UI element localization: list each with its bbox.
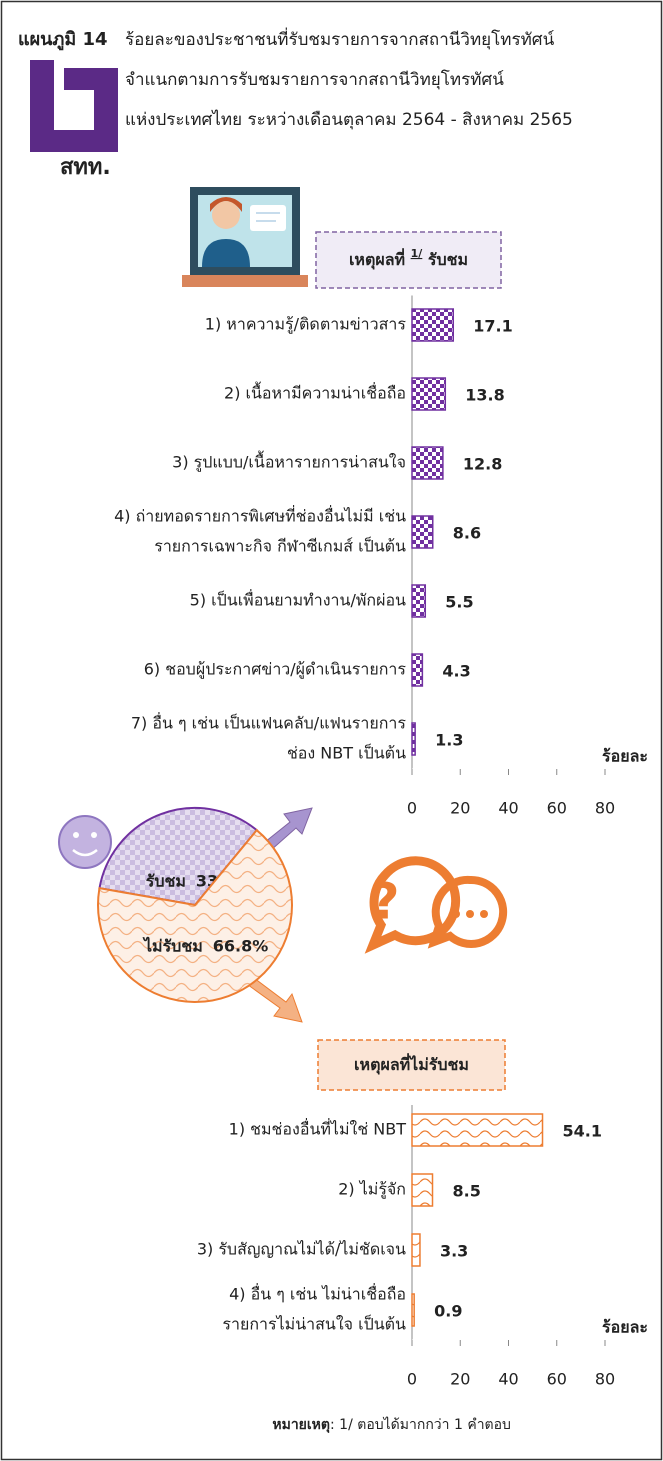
x-tick-label: 80 bbox=[595, 799, 615, 818]
chart-title-part: รับชม bbox=[422, 250, 468, 269]
x-tick-label: 80 bbox=[595, 1370, 615, 1389]
y-tick-label: ช่อง NBT เป็นต้น bbox=[287, 743, 406, 763]
title-line: ร้อยละของประชาชนที่รับชมรายการจากสถานีวิ… bbox=[125, 27, 555, 50]
chart-title-box bbox=[317, 1039, 506, 1091]
chart-title: เหตุผลที่ไม่รับชม bbox=[354, 1053, 469, 1075]
x-axis-label: ร้อยละ bbox=[602, 747, 648, 766]
y-tick-label: 2) ไม่รู้จัก bbox=[338, 1180, 406, 1200]
title-number: แผนภูมิ 14 bbox=[18, 29, 108, 51]
question-icon: ? bbox=[364, 856, 508, 954]
x-tick-label: 20 bbox=[450, 799, 470, 818]
chart-title-part: เหตุผลที่ไม่รับชม bbox=[354, 1053, 469, 1075]
svg-text:?: ? bbox=[370, 873, 399, 931]
x-tick-label: 40 bbox=[498, 799, 518, 818]
value-label: 3.3 bbox=[440, 1242, 468, 1261]
y-tick-label: 2) เนื้อหามีความน่าเชื่อถือ bbox=[224, 382, 406, 403]
y-tick-label: 4) ถ่ายทอดรายการพิเศษที่ช่องอื่นไม่มี เช… bbox=[114, 505, 406, 526]
value-label: 5.5 bbox=[445, 593, 473, 612]
chart-title-box bbox=[315, 231, 502, 289]
pie-value-label: 66.8% bbox=[213, 936, 269, 955]
value-label: 13.8 bbox=[465, 386, 504, 405]
logo: สทท. bbox=[30, 60, 118, 180]
x-axis-label: ร้อยละ bbox=[602, 1318, 648, 1337]
y-tick-label: รายการไม่น่าสนใจ เป็นต้น bbox=[222, 1314, 406, 1334]
bar bbox=[411, 515, 434, 549]
x-tick-label: 0 bbox=[407, 799, 417, 818]
bar bbox=[411, 1113, 544, 1147]
x-tick-label: 60 bbox=[547, 799, 567, 818]
logo-text: สทท. bbox=[60, 155, 111, 180]
value-label: 12.8 bbox=[463, 455, 502, 474]
y-tick-label: 7) อื่น ๆ เช่น เป็นแฟนคลับ/แฟนรายการ bbox=[131, 712, 407, 733]
bar bbox=[411, 446, 444, 480]
pie-label: ไม่รับชม bbox=[142, 936, 203, 955]
pie-slice bbox=[98, 807, 259, 907]
tv-icon bbox=[182, 187, 308, 287]
value-label: 8.5 bbox=[453, 1182, 481, 1201]
value-label: 1.3 bbox=[435, 731, 463, 750]
chart-title-part: เหตุผลที่ bbox=[349, 248, 411, 270]
value-label: 54.1 bbox=[563, 1122, 602, 1141]
value-label: 0.9 bbox=[434, 1302, 462, 1321]
chart-title: เหตุผลที่ 1/ รับชม bbox=[349, 247, 468, 270]
bar bbox=[411, 308, 455, 342]
bar bbox=[411, 722, 416, 756]
bar bbox=[411, 584, 427, 618]
note-text: : 1/ ตอบได้มากกว่า 1 คำตอบ bbox=[330, 1416, 511, 1433]
value-label: 4.3 bbox=[442, 662, 470, 681]
value-label: 8.6 bbox=[453, 524, 481, 543]
x-tick-label: 60 bbox=[547, 1370, 567, 1389]
x-tick-label: 40 bbox=[498, 1370, 518, 1389]
bar bbox=[411, 1233, 421, 1267]
y-tick-label: 4) อื่น ๆ เช่น ไม่น่าเชื่อถือ bbox=[229, 1283, 406, 1304]
y-tick-label: 1) หาความรู้/ติดตามข่าวสาร bbox=[205, 315, 407, 335]
pie-slice bbox=[97, 828, 293, 1003]
value-label: 17.1 bbox=[473, 317, 512, 336]
pie-label: รับชม bbox=[146, 872, 186, 891]
y-tick-label: 3) รับสัญญาณไม่ได้/ไม่ชัดเจน bbox=[197, 1240, 406, 1259]
y-tick-label: 1) ชมช่องอื่นที่ไม่ใช่ NBT bbox=[229, 1118, 407, 1139]
title-line: แห่งประเทศไทย ระหว่างเดือนตุลาคม 2564 - … bbox=[125, 109, 573, 130]
note-label: หมายเหตุ bbox=[272, 1417, 330, 1433]
smiley-icon bbox=[58, 815, 112, 869]
arrow bbox=[243, 974, 303, 1023]
bar bbox=[411, 1293, 415, 1327]
bar bbox=[411, 1173, 434, 1207]
chart-title-part: 1/ bbox=[411, 247, 424, 260]
y-tick-label: รายการเฉพาะกิจ กีฬาซีเกมส์ เป็นต้น bbox=[154, 536, 406, 556]
y-tick-label: 5) เป็นเพื่อนยามทำงาน/พักผ่อน bbox=[190, 589, 406, 610]
y-tick-label: 6) ชอบผู้ประกาศข่าว/ผู้ดำเนินรายการ bbox=[144, 660, 407, 680]
x-tick-label: 20 bbox=[450, 1370, 470, 1389]
bar bbox=[411, 377, 447, 411]
bar bbox=[411, 653, 424, 687]
title-line: จำแนกตามการรับชมรายการจากสถานีวิทยุโทรทั… bbox=[125, 69, 504, 90]
y-tick-label: 3) รูปแบบ/เนื้อหารายการน่าสนใจ bbox=[172, 451, 406, 473]
x-tick-label: 0 bbox=[407, 1370, 417, 1389]
